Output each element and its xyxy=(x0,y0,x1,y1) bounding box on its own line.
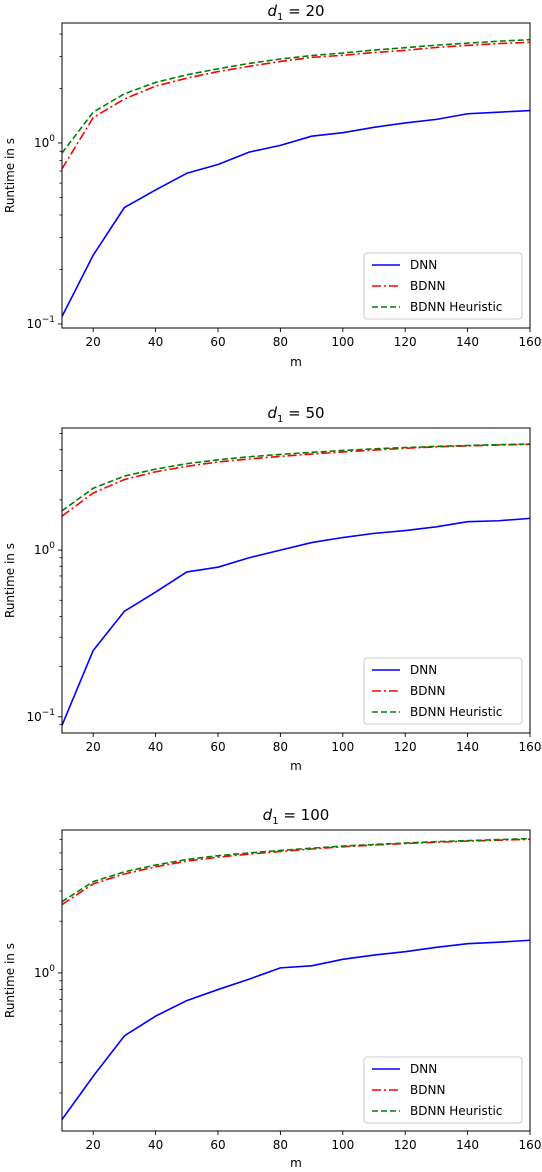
legend-label: DNN xyxy=(410,663,437,677)
legend-label: BDNN xyxy=(410,684,445,698)
chart-panel-3: d1 = 100 100 20 40 60 80 100 120 140 160 m Runtime … xyxy=(3,806,541,1170)
x-tick-label: 120 xyxy=(394,335,417,349)
y-tick-base: 10 xyxy=(26,710,41,724)
x-axis-label: m xyxy=(290,1156,302,1170)
legend-label: BDNN Heuristic xyxy=(410,705,502,719)
legend-label: BDNN xyxy=(410,1083,445,1097)
x-tick-label: 60 xyxy=(210,335,225,349)
y-tick-base: 10 xyxy=(34,136,49,150)
title-subscript: 1 xyxy=(272,816,278,827)
legend-label: DNN xyxy=(410,258,437,272)
legend-label: DNN xyxy=(410,1062,437,1076)
y-tick-exponent: −1 xyxy=(42,708,55,718)
x-tick-label: 120 xyxy=(394,1138,417,1152)
legend-label: BDNN xyxy=(410,279,445,293)
x-axis-label: m xyxy=(290,355,302,369)
series-line-bdnn-heuristic xyxy=(62,38,530,154)
x-tick-label: 100 xyxy=(331,740,354,754)
plot-frame xyxy=(61,427,531,734)
legend: DNN BDNN BDNN Heuristic xyxy=(363,657,523,725)
series-line-bdnn-heuristic xyxy=(62,837,530,903)
series-line-bdnn xyxy=(62,41,530,170)
y-tick-exponent: 0 xyxy=(49,541,55,551)
legend-box xyxy=(363,1056,523,1124)
legend: DNN BDNN BDNN Heuristic xyxy=(363,1056,523,1124)
x-tick-label: 100 xyxy=(331,335,354,349)
x-tick-label: 40 xyxy=(148,1138,163,1152)
title-value: = 100 xyxy=(279,806,330,824)
title-subscript: 1 xyxy=(277,414,283,425)
x-tick-label: 100 xyxy=(331,1138,354,1152)
y-tick-base: 10 xyxy=(34,966,49,980)
legend-box xyxy=(363,657,523,725)
chart-title: d1 = 100 xyxy=(263,806,330,827)
y-axis-label: Runtime in s xyxy=(3,543,17,618)
x-tick-label: 20 xyxy=(86,335,101,349)
title-subscript: 1 xyxy=(277,12,283,23)
y-tick-label: 10−1 xyxy=(26,708,55,724)
title-variable: d xyxy=(267,404,277,422)
y-tick-label: 10−1 xyxy=(26,315,55,331)
y-axis-label: Runtime in s xyxy=(3,943,17,1018)
x-tick-label: 60 xyxy=(210,740,225,754)
x-tick-label: 140 xyxy=(456,335,479,349)
y-tick-label: 100 xyxy=(34,134,55,150)
x-tick-label: 20 xyxy=(86,1138,101,1152)
series-line-dnn xyxy=(62,939,530,1120)
y-tick-exponent: −1 xyxy=(42,315,55,325)
x-axis-label: m xyxy=(290,759,302,773)
title-variable: d xyxy=(267,2,277,20)
x-tick-label: 60 xyxy=(210,1138,225,1152)
x-tick-label: 80 xyxy=(273,335,288,349)
x-tick-label: 80 xyxy=(273,740,288,754)
series-line-dnn xyxy=(62,517,530,726)
plot-frame xyxy=(61,22,531,329)
x-tick-label: 160 xyxy=(519,1138,542,1152)
x-tick-label: 120 xyxy=(394,740,417,754)
x-tick-label: 20 xyxy=(86,740,101,754)
chart-title: d1 = 50 xyxy=(267,404,324,425)
x-tick-label: 160 xyxy=(519,335,542,349)
x-tick-label: 80 xyxy=(273,1138,288,1152)
y-axis-label: Runtime in s xyxy=(3,138,17,213)
x-tick-label: 160 xyxy=(519,740,542,754)
x-tick-label: 140 xyxy=(456,1138,479,1152)
series-line-dnn xyxy=(62,109,530,317)
y-tick-exponent: 0 xyxy=(49,964,55,974)
x-tick-label: 40 xyxy=(148,335,163,349)
legend-label: BDNN Heuristic xyxy=(410,1104,502,1118)
legend: DNN BDNN BDNN Heuristic xyxy=(363,252,523,320)
title-variable: d xyxy=(263,806,273,824)
y-tick-label: 100 xyxy=(34,541,55,557)
y-tick-label: 100 xyxy=(34,964,55,980)
y-tick-exponent: 0 xyxy=(49,134,55,144)
x-tick-label: 40 xyxy=(148,740,163,754)
title-value: = 50 xyxy=(283,404,324,422)
plot-frame xyxy=(61,829,531,1132)
y-tick-base: 10 xyxy=(26,317,41,331)
title-value: = 20 xyxy=(283,2,324,20)
x-tick-label: 140 xyxy=(456,740,479,754)
series-line-bdnn-heuristic xyxy=(62,443,530,512)
series-line-bdnn xyxy=(62,443,530,517)
legend-box xyxy=(363,252,523,320)
y-tick-base: 10 xyxy=(34,543,49,557)
chart-title: d1 = 20 xyxy=(267,2,324,23)
legend-label: BDNN Heuristic xyxy=(410,300,502,314)
